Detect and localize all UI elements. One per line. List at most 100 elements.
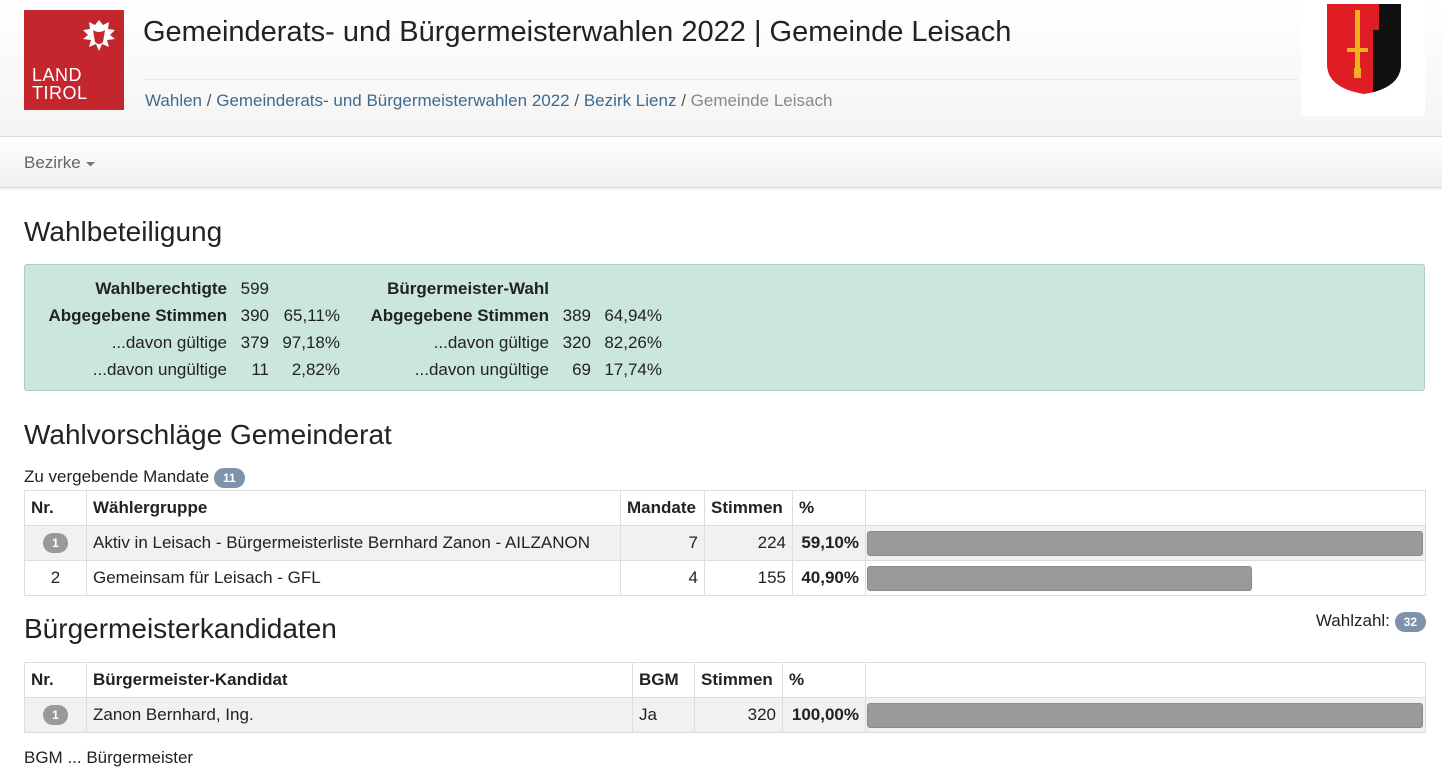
bar-cell [865,697,1426,733]
votes: 224 [704,525,793,561]
logo[interactable]: LAND TIROL [24,10,124,110]
votes: 155 [704,560,793,596]
turnout-row: Wahlberechtigte 599 Bürgermeister-Wahl [37,275,668,302]
column-header: Nr. [24,490,87,526]
column-header: Wählergruppe [86,490,621,526]
quota-badge: 32 [1394,611,1426,632]
column-header [865,490,1426,526]
percent: 17,74% [604,359,662,379]
percent: 2,82% [291,359,340,379]
turnout-row: ...davon ungültige 11 2,82% ...davon ungült… [37,356,668,383]
section-title: Bürgermeisterkandidaten [24,613,337,644]
label: Wahlberechtigte [95,278,227,298]
votes: 320 [694,697,783,733]
result-row: 1 Aktiv in Leisach - Bürgermeisterliste B… [24,525,1426,561]
header-row: Nr. Bürgermeister-Kandidat BGM Stimmen% [24,662,1426,698]
nr-cell: 1 [24,525,87,561]
turnout-box: Wahlberechtigte 599 Bürgermeister-Wahl Abge… [24,264,1425,391]
nr-badge: 1 [43,705,68,726]
cell [597,275,668,302]
caret-icon [86,161,96,167]
name: Aktiv in Leisach - Bürgermeisterliste Be… [86,525,621,561]
turnout-row: ...davon gültige 379 97,18% ...davon gültig… [37,329,668,356]
value: 390 [240,305,269,325]
mandates-info: Zu vergebende Mandate 11 [24,467,245,488]
label: ...davon gültige [111,332,227,352]
mandates-badge: 11 [213,467,245,488]
bar [867,702,1423,728]
quota-label: Wahlzahl: [1315,611,1390,630]
separator: / [206,91,212,110]
coat-of-arms [1301,2,1425,116]
mandates-label: Zu vergebende Mandate [24,467,210,486]
column-header: Stimmen [694,662,783,698]
label: Abgegebene Stimmen [48,305,227,325]
column-header: Stimmen [704,490,793,526]
mayor-table: Nr. Bürgermeister-Kandidat BGM Stimmen% 1 Za… [24,662,1426,733]
header: LAND TIROL Gemeinderats- und Bürgermeist… [0,0,1442,137]
dropdown[interactable]: Bezirke [24,153,97,173]
eagle-icon [83,20,115,51]
logo-text: TIROL [32,83,88,103]
bar [867,530,1423,556]
logo-text: LAND [32,65,83,85]
bar [867,565,1252,591]
name: Zanon Bernhard, Ing. [86,697,633,733]
label: ...davon ungültige [92,359,227,379]
value: 599 [240,278,269,298]
value: 11 [251,359,269,379]
cell [555,275,597,302]
percent: 97,18% [282,332,340,352]
column-header: % [782,662,866,698]
bar-cell [865,560,1426,596]
mandates: 4 [620,560,705,596]
label: ...davon gültige [433,332,549,352]
value: 389 [562,305,591,325]
header-row: Nr. Wählergruppe Mandate Stimmen% [24,490,1426,526]
breadcrumb-link[interactable]: Gemeinderats- und Bürgermeisterwahlen 20… [216,91,570,110]
result-row: 1 Zanon Bernhard, Ing. Ja 320 100,00% [24,697,1426,733]
turnout-table: Wahlberechtigte 599 Bürgermeister-Wahl Abge… [37,275,668,383]
value: 69 [572,359,591,379]
section-title: Wahlvorschläge Gemeinderat [24,419,392,450]
breadcrumb: Wahlen / Gemeinderats- und Bürgermeister… [145,91,832,111]
divider [143,79,1298,80]
separator: / [574,91,580,110]
breadcrumb-link[interactable]: Bezirk Lienz [583,91,677,110]
column-header: BGM [632,662,695,698]
shield-icon [1327,4,1401,94]
name: Gemeinsam für Leisach - GFL [86,560,621,596]
quota-info: Wahlzahl: 32 [1316,611,1426,632]
table-body: 1 Zanon Bernhard, Ing. Ja 320 100,00% [24,697,1426,733]
nr-cell: 2 [24,560,87,596]
bgm: Ja [632,697,695,733]
column-header: Nr. [24,662,87,698]
percent: 59,10% [792,525,866,561]
cell [275,275,346,302]
label: ...davon ungültige [414,359,549,379]
result-row: 2 Gemeinsam für Leisach - GFL 4 155 40,90% [24,560,1426,596]
percent: 40,90% [792,560,866,596]
turnout-rows: Wahlberechtigte 599 Bürgermeister-Wahl Abge… [37,275,668,383]
percent: 65,11% [283,305,340,325]
breadcrumb-link[interactable]: Wahlen [145,91,203,110]
percent: 64,94% [604,305,662,325]
separator: / [681,91,686,110]
column-header: Bürgermeister-Kandidat [86,662,633,698]
label: Bürgermeister-Wahl [387,278,549,298]
label: Abgegebene Stimmen [370,305,549,325]
bar-cell [865,525,1426,561]
percent: 100,00% [782,697,866,733]
column-header [865,662,1426,698]
navbar: Bezirke [0,137,1442,188]
turnout-row: Abgegebene Stimmen 390 65,11% Abgegebene St… [37,302,668,329]
breadcrumb-current: Gemeinde Leisach [690,91,833,110]
nr-badge: 1 [43,533,68,554]
table-body: 1 Aktiv in Leisach - Bürgermeisterliste B… [24,525,1426,596]
section-title: Wahlbeteiligung [24,216,223,247]
council-table: Nr. Wählergruppe Mandate Stimmen% 1 Aktiv in… [24,490,1426,596]
mandates: 7 [620,525,705,561]
nr-cell: 1 [24,697,87,733]
